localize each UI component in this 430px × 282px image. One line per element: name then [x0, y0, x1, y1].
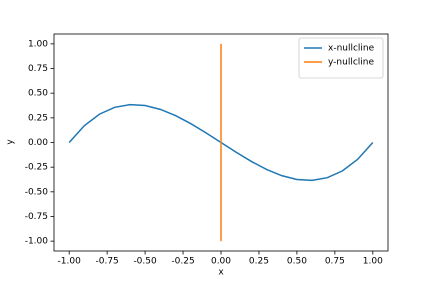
- legend-label: y-nullcline: [328, 58, 374, 68]
- y-tick-label: -0.75: [25, 212, 48, 222]
- x-tick-label: 0.75: [325, 257, 345, 267]
- y-tick-label: 0.50: [28, 89, 48, 99]
- x-tick-label: -0.75: [95, 257, 118, 267]
- y-tick-label: -1.00: [25, 237, 49, 247]
- x-tick-label: 1.00: [363, 257, 383, 267]
- y-tick-label: 0.00: [28, 138, 48, 148]
- x-tick-label: 0.50: [287, 257, 307, 267]
- legend-label: x-nullcline: [328, 44, 375, 54]
- y-tick-label: -0.25: [25, 163, 48, 173]
- x-tick-label: 0.00: [211, 257, 231, 267]
- y-tick-label: -0.50: [25, 187, 49, 197]
- x-tick-label: -1.00: [58, 257, 82, 267]
- y-tick-label: 0.25: [28, 113, 48, 123]
- x-tick-label: 0.25: [249, 257, 269, 267]
- x-tick-label: -0.50: [133, 257, 157, 267]
- x-tick-label: -0.25: [171, 257, 194, 267]
- x-axis-label: x: [218, 268, 224, 278]
- y-tick-label: 1.00: [28, 39, 48, 49]
- y-axis-label: y: [6, 139, 16, 145]
- y-tick-label: 0.75: [28, 64, 48, 74]
